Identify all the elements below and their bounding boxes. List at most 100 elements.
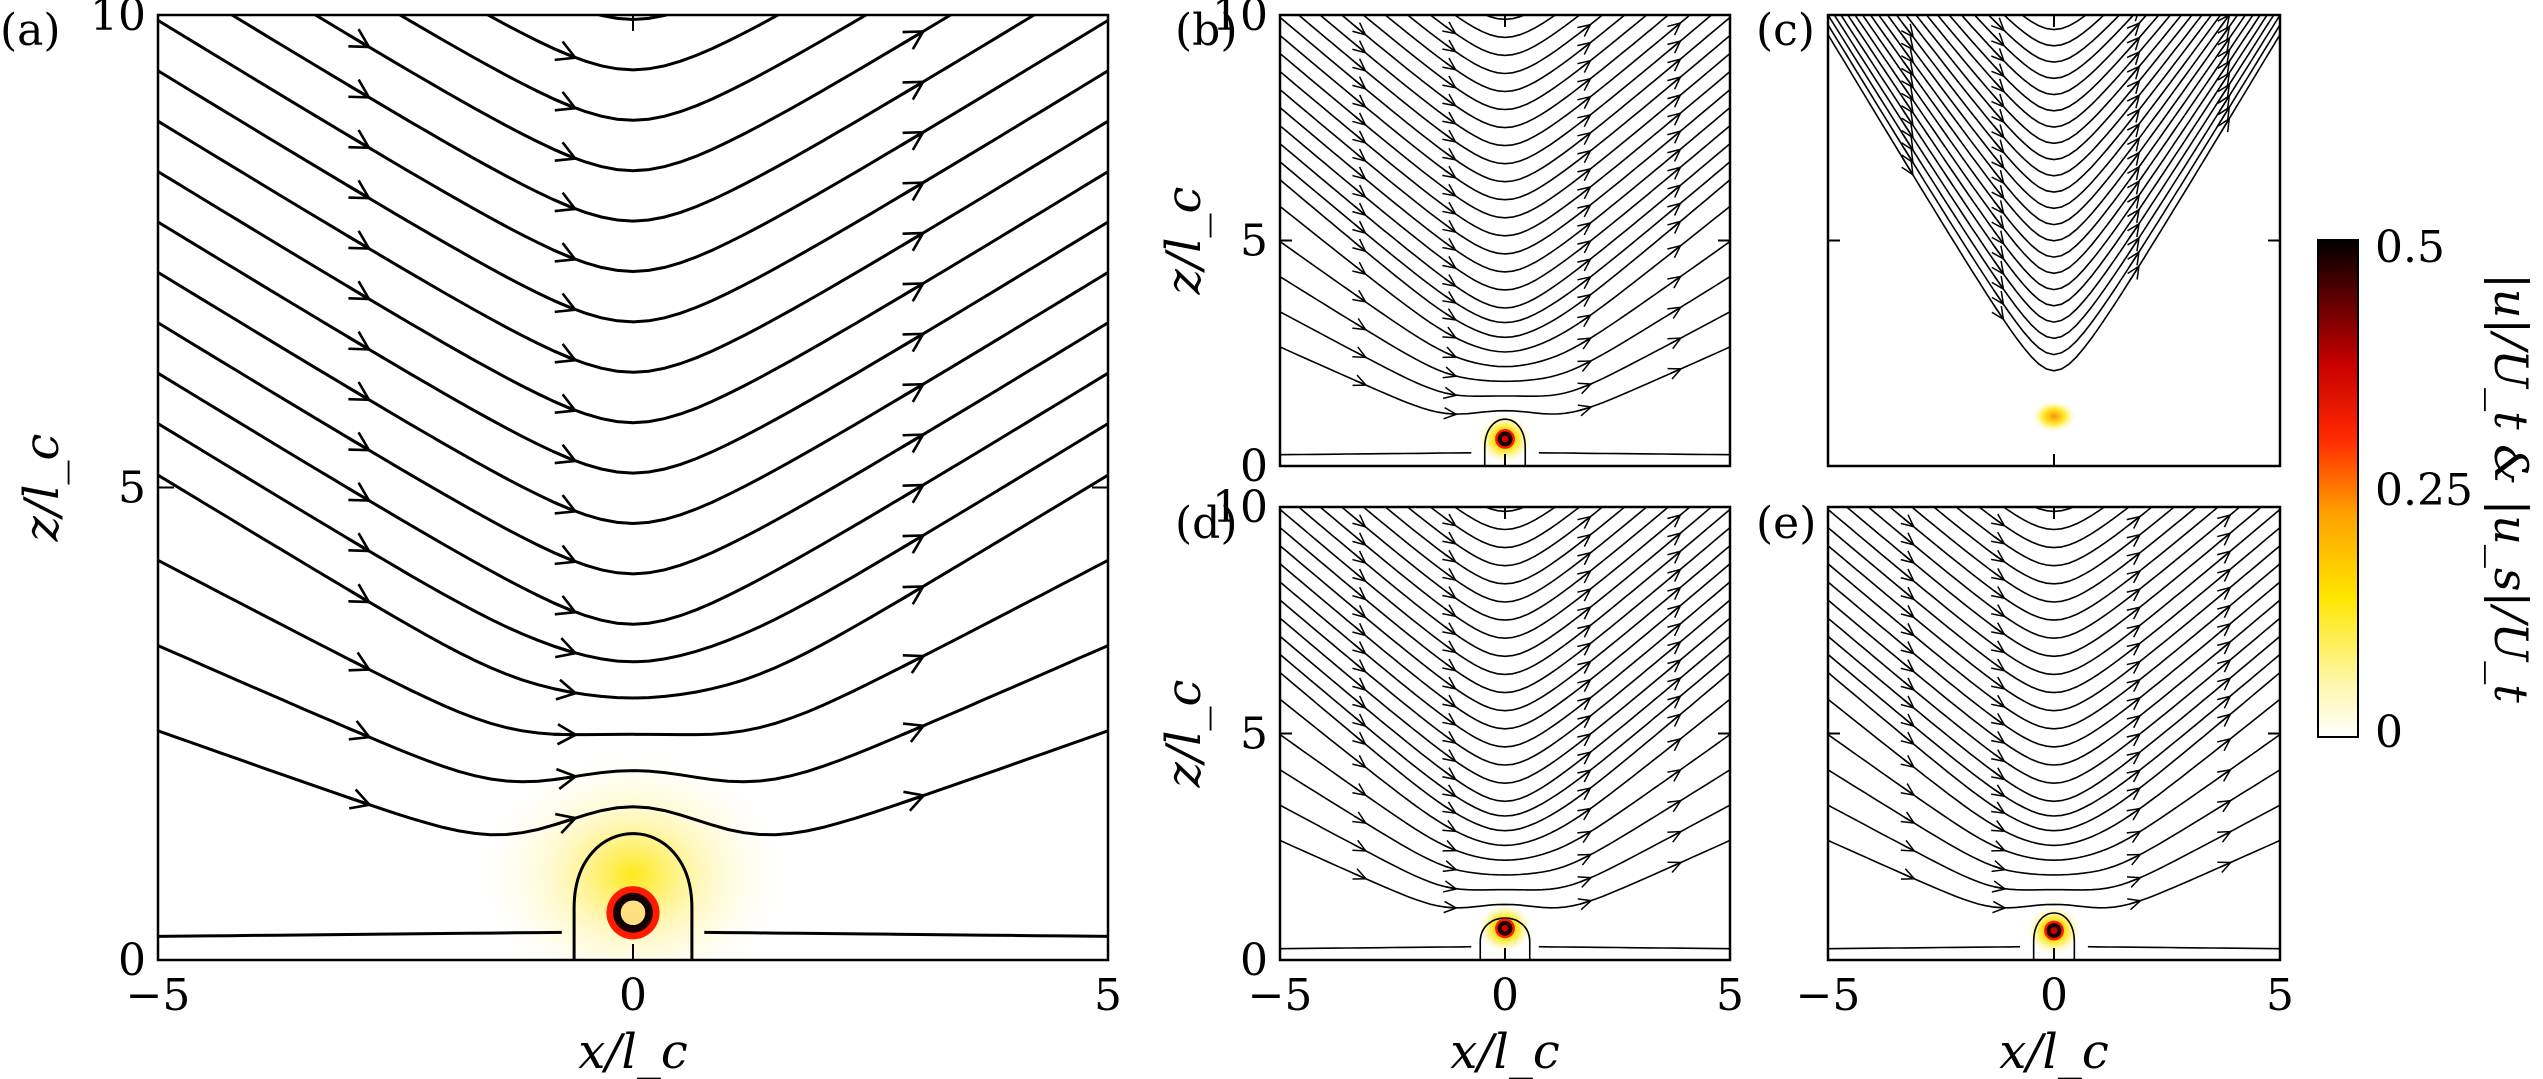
flow-arrow-e-15-3 [2217,550,2232,564]
flow-arrow-e-11-3 [2217,622,2232,637]
flow-arrow-b-15-0 [1352,76,1367,90]
flow-arrow-b-6-1 [1442,308,1458,321]
wall-streamline-a-0 [158,930,562,938]
flow-arrow-e-16-3 [2217,532,2232,546]
ytick-label-a: 10 [90,0,146,41]
flow-arrow-e-18-2 [2126,569,2142,584]
flow-arrow-d-5-3 [1667,737,1682,752]
streamline-b-10 [1280,106,1730,273]
streamline-a-2 [158,644,1108,784]
streamline-b-12 [1280,70,1730,237]
flow-arrow-a-8-0 [347,381,372,402]
flow-arrow-a-17-1 [553,40,578,62]
flow-arrow-c-8-3 [2217,36,2231,53]
flow-arrow-e-13-1 [1991,676,2006,690]
flow-arrow-e-22-1 [1991,513,2006,527]
streamline-c-1 [1828,34,2280,372]
flow-arrow-e-18-1 [1991,586,2006,600]
flow-arrow-c-5-0 [1901,110,1914,127]
flow-arrow-d-22-1 [1442,513,1457,527]
recirculation-bubble-b [1483,418,1527,466]
flow-arrow-e-14-3 [2217,568,2232,582]
panel-label-c: (c) [1756,5,1815,56]
flow-arrow-c-12-1 [1991,139,2005,155]
flow-arrow-c-3-1 [1991,274,2005,291]
flow-arrow-a-10-1 [553,393,578,414]
sphere-core-a [618,898,648,928]
colorbar-gradient [2317,239,2359,738]
streamline-b-20 [1384,15,1626,93]
flow-arrow-b-18-0 [1352,22,1367,36]
flow-arrow-c-11-1 [1991,154,2005,170]
flow-arrow-e-1-0 [1900,868,1916,880]
flow-arrow-b-17-3 [1667,21,1682,36]
flow-arrow-b-20-1 [1442,57,1457,71]
flow-arrow-d-11-0 [1352,641,1367,655]
ytick-label-d: 5 [1240,709,1268,760]
flow-arrow-b-17-2 [1577,95,1592,109]
flow-arrow-a-2-2 [901,722,926,743]
ylabel-a: z/l_c [14,434,70,543]
streamline-c-7 [1854,15,2254,275]
flow-arrow-d-7-3 [1667,695,1682,709]
flow-arrow-d-11-1 [1442,712,1457,727]
flow-arrow-d-15-0 [1352,568,1367,583]
xtick-label-a: 0 [619,970,647,1021]
xtick-label-d: 5 [1716,970,1744,1021]
streamline-b-2 [1280,311,1730,397]
flow-arrow-a-11-2 [901,231,926,252]
streamline-a-16 [397,15,869,122]
flow-arrow-b-20-2 [1577,41,1592,55]
flow-arrow-d-6-1 [1442,801,1458,815]
streamline-c-21 [2002,15,2106,47]
ytick-label-d: 10 [1212,482,1268,533]
flow-arrow-d-9-1 [1442,749,1457,763]
flow-arrow-e-2-1 [1991,880,2007,893]
flow-arrow-c-8-2 [2127,165,2141,181]
flow-arrow-d-19-1 [1442,568,1457,582]
wall-streamline-e-1 [2087,945,2280,950]
flow-arrow-a-7-2 [901,433,926,454]
flow-arrow-c-2-1 [1991,289,2005,306]
flow-arrow-d-3-1 [1442,860,1458,873]
flow-arrow-c-10-1 [1991,169,2005,185]
streamline-c-4 [1833,15,2275,323]
flow-arrow-d-5-2 [1577,807,1593,821]
flow-arrow-d-18-1 [1442,586,1457,600]
streamline-d-7 [1280,653,1730,817]
flow-arrow-e-10-3 [2217,640,2232,655]
flow-arrow-a-3-0 [347,651,372,672]
panel-label-b: (b) [1175,5,1238,56]
flow-arrow-b-6-3 [1667,220,1682,234]
sphere-core-e [2050,927,2058,935]
flow-arrow-c-10-3 [2217,15,2231,29]
streamline-b-11 [1280,88,1730,255]
streamline-d-9 [1280,617,1730,785]
flow-arrow-e-12-3 [2217,604,2232,619]
flow-arrow-c-20-1 [1991,17,2006,32]
flow-arrow-b-7-1 [1442,291,1458,305]
flow-arrow-c-2-2 [2127,250,2140,268]
flow-arrow-c-17-1 [1991,63,2006,78]
colorbar-label: |u|/U_t & |u_s|/U_t [2484,273,2538,703]
flow-arrow-e-6-1 [1991,801,2006,815]
ytick-label-a: 0 [118,935,146,986]
flow-arrow-a-2-0 [347,720,372,741]
flow-arrow-c-4-2 [2127,222,2141,239]
flow-arrow-d-4-0 [1352,783,1368,797]
flow-arrow-d-6-2 [1577,786,1592,801]
flow-arrow-b-19-1 [1442,75,1457,89]
streamline-b-21 [1406,15,1604,75]
flow-arrow-a-9-1 [553,443,578,465]
speed-field-c [2031,400,2077,433]
flow-arrow-e-2-2 [2126,876,2143,888]
streamline-e-20 [1932,507,2176,585]
flow-arrow-b-7-3 [1667,202,1682,216]
streamline-c-16 [1936,15,2172,128]
flow-arrow-d-6-3 [1667,713,1682,727]
streamline-e-23 [2002,507,2106,531]
flow-arrow-c-6-1 [1991,230,2005,246]
flow-arrow-c-12-2 [2126,108,2141,123]
flow-arrow-e-2-0 [1900,839,1916,852]
streamline-d-6 [1280,671,1730,832]
